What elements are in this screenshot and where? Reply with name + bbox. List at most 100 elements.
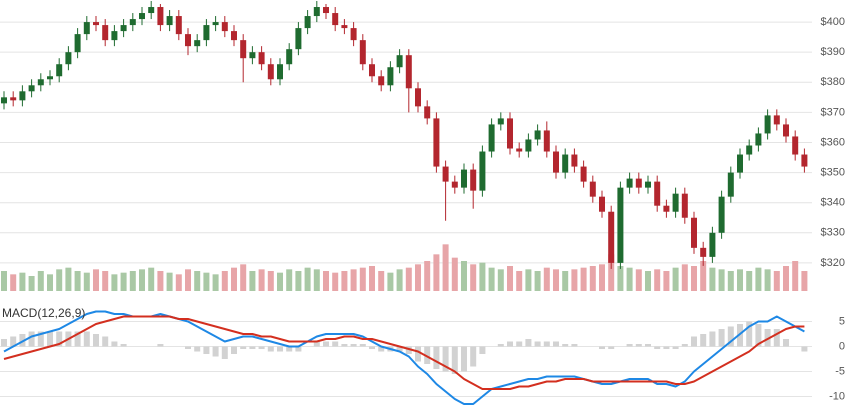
y-tick-label: $370 bbox=[821, 106, 845, 118]
macd-histogram-bar bbox=[626, 344, 633, 347]
candle-body bbox=[599, 196, 605, 212]
candle-body bbox=[543, 130, 550, 152]
volume-bar bbox=[645, 271, 651, 291]
candle-body bbox=[194, 40, 201, 47]
y-tick-label: $360 bbox=[821, 136, 845, 148]
volume-bar bbox=[737, 269, 743, 291]
macd-histogram-bar bbox=[525, 339, 532, 347]
volume-bar bbox=[240, 264, 247, 291]
candle-body bbox=[369, 64, 375, 77]
y-tick-label: -10 bbox=[829, 390, 845, 402]
macd-histogram-bar bbox=[516, 341, 523, 347]
candle-body bbox=[700, 247, 707, 257]
macd-histogram-bar bbox=[553, 341, 559, 347]
macd-histogram-bar bbox=[350, 344, 357, 347]
candle-body bbox=[608, 211, 615, 263]
candle-body bbox=[654, 181, 661, 206]
candle-body bbox=[663, 205, 670, 212]
macd-histogram-bar bbox=[295, 346, 302, 352]
macd-histogram-bar bbox=[313, 341, 320, 347]
macd-histogram-bar bbox=[277, 346, 283, 352]
macd-histogram-bar bbox=[157, 344, 164, 347]
candle-body bbox=[681, 193, 688, 218]
volume-bar bbox=[323, 271, 329, 291]
candle-body bbox=[332, 13, 339, 26]
y-tick-label: $350 bbox=[821, 166, 845, 178]
volume-bar bbox=[286, 269, 293, 291]
volume-bar bbox=[19, 272, 26, 291]
candle-body bbox=[19, 91, 26, 101]
volume-bar bbox=[93, 269, 99, 291]
macd-histogram-bar bbox=[221, 346, 228, 359]
volume-bar bbox=[405, 267, 412, 291]
candle-body bbox=[672, 193, 679, 212]
candle-body bbox=[249, 52, 256, 59]
y-tick-label: -5 bbox=[835, 365, 845, 377]
volume-bar bbox=[65, 267, 72, 291]
macd-histogram-bar bbox=[83, 331, 90, 347]
volume-bar bbox=[1, 271, 7, 291]
volume-bar bbox=[277, 272, 283, 291]
candle-body bbox=[626, 178, 633, 188]
volume-bar bbox=[488, 267, 495, 291]
candle-body bbox=[387, 67, 394, 86]
candle-body bbox=[148, 7, 155, 14]
candle-body bbox=[727, 172, 734, 197]
volume-bar bbox=[543, 267, 550, 291]
volume-bar bbox=[304, 267, 311, 291]
macd-histogram-bar bbox=[405, 346, 412, 354]
candle-body bbox=[396, 55, 403, 68]
candle-body bbox=[507, 118, 513, 149]
macd-histogram-bar bbox=[1, 339, 7, 347]
candle-body bbox=[212, 22, 219, 26]
candle-body bbox=[764, 115, 771, 134]
volume-bar bbox=[727, 271, 734, 291]
macd-histogram-bar bbox=[681, 344, 688, 347]
macd-histogram-bar bbox=[645, 344, 651, 347]
macd-histogram-bar bbox=[111, 341, 118, 347]
macd-histogram-bar bbox=[267, 346, 274, 352]
candle-body bbox=[240, 40, 247, 59]
candle-body bbox=[709, 232, 716, 257]
volume-bar bbox=[663, 271, 670, 291]
macd-histogram-bar bbox=[801, 346, 808, 352]
candle-body bbox=[451, 181, 458, 188]
volume-bar bbox=[203, 272, 210, 291]
candle-body bbox=[470, 169, 477, 191]
macd-histogram-bar bbox=[47, 331, 53, 347]
volume-bar bbox=[139, 269, 145, 291]
macd-histogram-bar bbox=[727, 326, 734, 347]
candle-body bbox=[801, 154, 808, 167]
volume-bar bbox=[83, 272, 90, 291]
candle-body bbox=[277, 64, 283, 80]
volume-bar bbox=[249, 271, 256, 291]
volume-bar bbox=[571, 269, 578, 291]
candle-body bbox=[645, 181, 651, 188]
candle-body bbox=[691, 217, 697, 248]
volume-bar bbox=[267, 271, 274, 291]
candle-body bbox=[718, 196, 725, 233]
macd-histogram-bar bbox=[286, 346, 293, 352]
candle-body bbox=[175, 16, 182, 35]
volume-bar bbox=[617, 266, 624, 291]
candle-body bbox=[267, 64, 274, 80]
volume-bar bbox=[746, 271, 753, 291]
volume-bar bbox=[525, 269, 532, 291]
volume-bar bbox=[773, 271, 780, 291]
macd-histogram-bar bbox=[10, 336, 17, 347]
macd-histogram-bar bbox=[764, 329, 771, 347]
candle-body bbox=[231, 31, 237, 41]
candle-body bbox=[635, 178, 642, 188]
volume-bar bbox=[295, 271, 302, 291]
candle-body bbox=[10, 97, 17, 101]
volume-bar bbox=[37, 271, 44, 291]
candle-body bbox=[479, 151, 486, 191]
y-tick-label: $320 bbox=[821, 257, 845, 269]
macd-title: MACD(12,26,9) bbox=[2, 306, 85, 320]
macd-histogram-bar bbox=[359, 344, 366, 347]
volume-bar bbox=[451, 257, 458, 291]
macd-histogram-bar bbox=[378, 346, 385, 352]
volume-bar bbox=[313, 269, 320, 291]
candle-body bbox=[534, 130, 541, 140]
macd-histogram-bar bbox=[709, 331, 716, 347]
